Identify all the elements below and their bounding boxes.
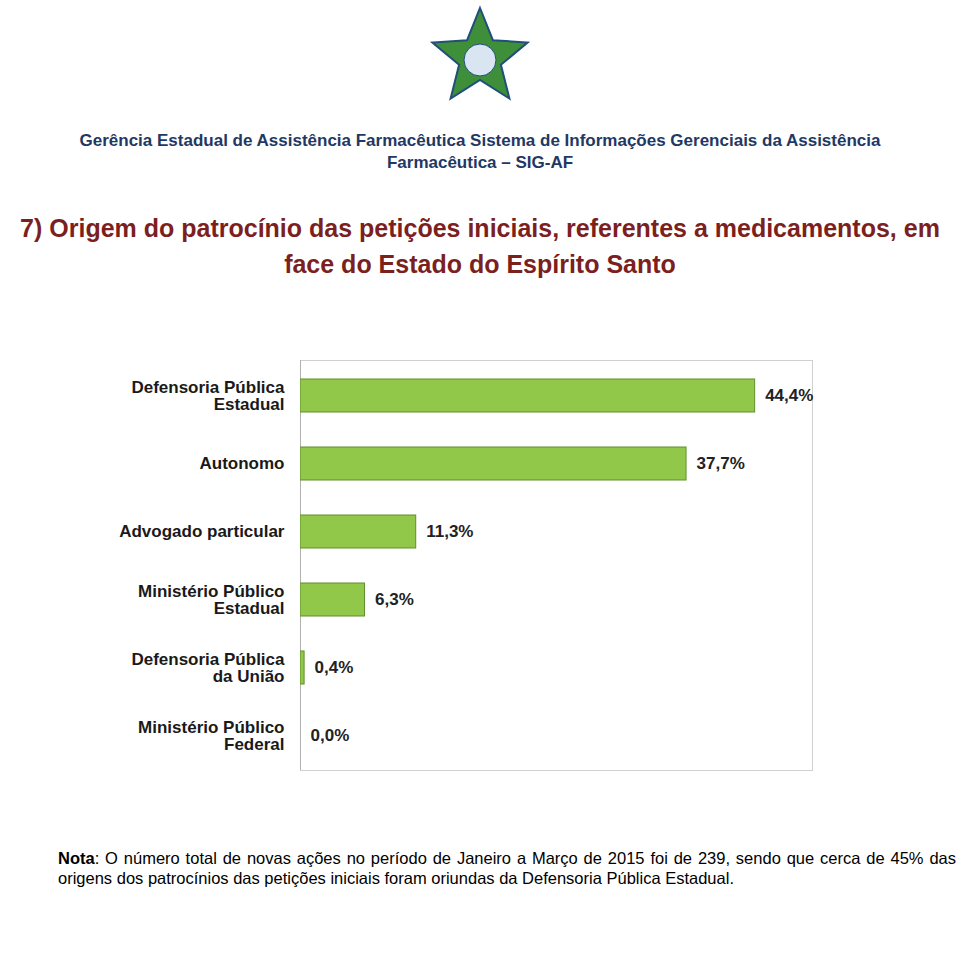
svg-text:44,4%: 44,4% [765,386,813,405]
svg-text:37,7%: 37,7% [697,454,745,473]
html-text:Gerência Estadual de Assistênc: Gerência Estadual de Assistência Farmacê… [79,131,881,172]
svg-text:Ministério PúblicoFederal: Ministério PúblicoFederal [138,718,284,754]
html-text:7) Origem do patrocínio das pe: 7) Origem do patrocínio das petições ini… [20,214,940,278]
svg-text:Defensoria PúblicaEstadual: Defensoria PúblicaEstadual [131,378,285,414]
svg-text:Autonomo: Autonomo [200,454,285,473]
svg-text:0,0%: 0,0% [311,726,350,745]
svg-text:11,3%: 11,3% [426,522,473,541]
html-text:Nota: O número total de novas: Nota: O número total de novas ações no p… [58,849,956,887]
svg-text:Defensoria Públicada União: Defensoria Públicada União [131,650,285,686]
svg-text:Advogado particular: Advogado particular [119,522,285,541]
svg-text:6,3%: 6,3% [375,590,414,609]
svg-text:0,4%: 0,4% [315,658,354,677]
svg-text:Ministério PúblicoEstadual: Ministério PúblicoEstadual [138,582,284,618]
